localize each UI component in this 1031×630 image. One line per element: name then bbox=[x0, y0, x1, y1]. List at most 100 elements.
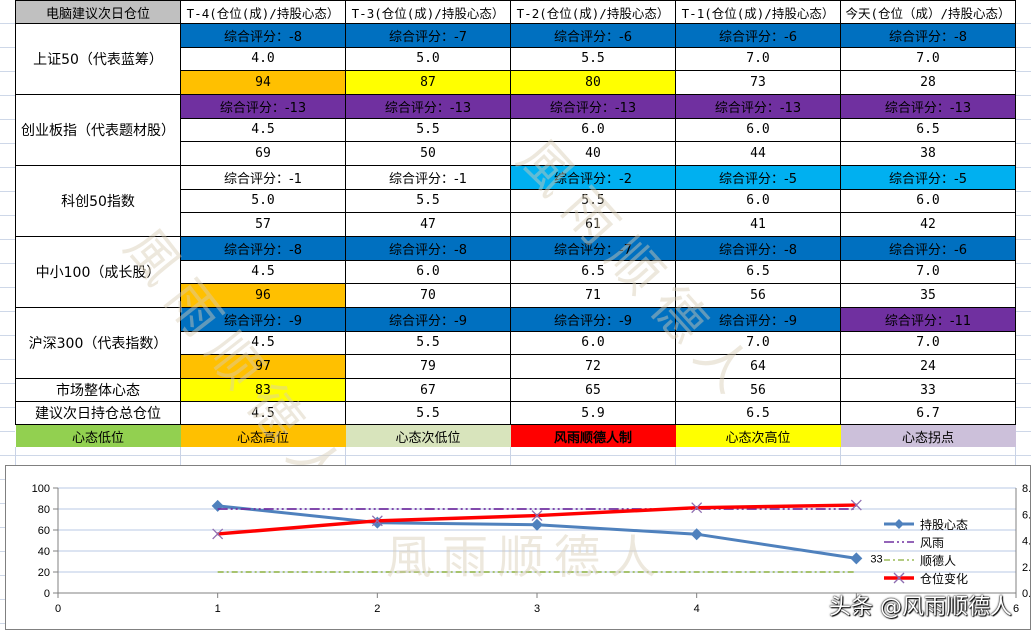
column-header[interactable]: T-4(仓位(成)/持股心态） bbox=[180, 0, 346, 24]
composite-score-cell[interactable]: 综合评分：-8 bbox=[675, 236, 841, 261]
market-sentiment-cell[interactable]: 83 bbox=[180, 378, 346, 402]
composite-score-cell[interactable]: 综合评分：-9 bbox=[510, 307, 676, 332]
total-position-cell[interactable]: 5.9 bbox=[510, 401, 676, 425]
composite-score-cell[interactable]: 综合评分：-5 bbox=[840, 165, 1016, 190]
position-cell[interactable]: 5.5 bbox=[510, 188, 676, 214]
position-cell[interactable]: 5.5 bbox=[510, 46, 676, 72]
composite-score-cell[interactable]: 综合评分：-1 bbox=[180, 165, 346, 190]
data-point[interactable] bbox=[850, 499, 862, 511]
sentiment-cell[interactable]: 64 bbox=[675, 354, 841, 379]
position-cell[interactable]: 4.0 bbox=[180, 46, 346, 72]
column-header[interactable]: T-1(仓位(成)/持股心态） bbox=[675, 0, 841, 24]
market-sentiment-cell[interactable]: 65 bbox=[510, 378, 676, 402]
sentiment-cell[interactable]: 94 bbox=[180, 70, 346, 95]
sentiment-cell[interactable]: 97 bbox=[180, 354, 346, 379]
sentiment-cell[interactable]: 73 bbox=[675, 70, 841, 95]
data-point[interactable] bbox=[531, 518, 543, 531]
composite-score-cell[interactable]: 综合评分：-13 bbox=[180, 94, 346, 119]
composite-score-cell[interactable]: 综合评分：-8 bbox=[180, 236, 346, 261]
composite-score-cell[interactable]: 综合评分：-13 bbox=[345, 94, 511, 119]
position-cell[interactable]: 6.5 bbox=[840, 117, 1016, 143]
position-cell[interactable]: 4.5 bbox=[180, 117, 346, 143]
composite-score-cell[interactable]: 综合评分：-9 bbox=[180, 307, 346, 332]
data-point[interactable] bbox=[212, 528, 224, 540]
composite-score-cell[interactable]: 综合评分：-2 bbox=[510, 165, 676, 190]
position-cell[interactable]: 4.5 bbox=[180, 259, 346, 285]
position-cell[interactable]: 7.0 bbox=[675, 46, 841, 72]
data-point[interactable] bbox=[211, 499, 224, 512]
sentiment-cell[interactable]: 38 bbox=[840, 141, 1016, 166]
position-cell[interactable]: 6.5 bbox=[675, 259, 841, 285]
sentiment-cell[interactable]: 87 bbox=[345, 70, 511, 95]
position-cell[interactable]: 6.0 bbox=[345, 259, 511, 285]
position-cell[interactable]: 7.0 bbox=[675, 330, 841, 356]
column-header[interactable]: T-2(仓位(成)/持股心态） bbox=[510, 0, 676, 24]
position-cell[interactable]: 6.0 bbox=[675, 117, 841, 143]
data-point[interactable] bbox=[371, 515, 383, 527]
sentiment-cell[interactable]: 72 bbox=[510, 354, 676, 379]
composite-score-cell[interactable]: 综合评分：-5 bbox=[675, 165, 841, 190]
position-cell[interactable]: 6.0 bbox=[510, 330, 676, 356]
sentiment-cell[interactable]: 96 bbox=[180, 283, 346, 308]
composite-score-cell[interactable]: 综合评分：-8 bbox=[345, 236, 511, 261]
market-sentiment-cell[interactable]: 33 bbox=[840, 378, 1016, 402]
composite-score-cell[interactable]: 综合评分：-9 bbox=[345, 307, 511, 332]
total-position-cell[interactable]: 4.5 bbox=[180, 401, 346, 425]
position-cell[interactable]: 6.0 bbox=[840, 188, 1016, 214]
sentiment-cell[interactable]: 80 bbox=[510, 70, 676, 95]
sentiment-cell[interactable]: 57 bbox=[180, 212, 346, 237]
position-cell[interactable]: 4.5 bbox=[180, 330, 346, 356]
composite-score-cell[interactable]: 综合评分：-6 bbox=[840, 236, 1016, 261]
position-cell[interactable]: 6.5 bbox=[510, 259, 676, 285]
sentiment-cell[interactable]: 61 bbox=[510, 212, 676, 237]
data-point[interactable] bbox=[531, 510, 543, 522]
sentiment-cell[interactable]: 40 bbox=[510, 141, 676, 166]
composite-score-cell[interactable]: 综合评分：-13 bbox=[510, 94, 676, 119]
position-cell[interactable]: 7.0 bbox=[840, 330, 1016, 356]
composite-score-cell[interactable]: 综合评分：-9 bbox=[675, 307, 841, 332]
sentiment-cell[interactable]: 24 bbox=[840, 354, 1016, 379]
sentiment-cell[interactable]: 70 bbox=[345, 283, 511, 308]
sentiment-cell[interactable]: 47 bbox=[345, 212, 511, 237]
data-point[interactable] bbox=[850, 552, 863, 565]
sentiment-cell[interactable]: 28 bbox=[840, 70, 1016, 95]
position-cell[interactable]: 7.0 bbox=[840, 46, 1016, 72]
composite-score-cell[interactable]: 综合评分：-8 bbox=[180, 23, 346, 48]
market-sentiment-cell[interactable]: 56 bbox=[675, 378, 841, 402]
sentiment-cell[interactable]: 44 bbox=[675, 141, 841, 166]
sentiment-cell[interactable]: 42 bbox=[840, 212, 1016, 237]
total-position-cell[interactable]: 5.5 bbox=[345, 401, 511, 425]
composite-score-cell[interactable]: 综合评分：-7 bbox=[510, 236, 676, 261]
sentiment-cell[interactable]: 35 bbox=[840, 283, 1016, 308]
composite-score-cell[interactable]: 综合评分：-1 bbox=[345, 165, 511, 190]
total-position-cell[interactable]: 6.7 bbox=[840, 401, 1016, 425]
sentiment-cell[interactable]: 50 bbox=[345, 141, 511, 166]
market-sentiment-cell[interactable]: 67 bbox=[345, 378, 511, 402]
sentiment-line-chart[interactable]: 0 20 40 60 80 100 0. 2. 4. 6. 8. 0 1 2 3 4 5 6 33 持股心态风雨顺德人… bbox=[5, 465, 1031, 630]
column-header[interactable]: T-3(仓位(成)/持股心态） bbox=[345, 0, 511, 24]
sentiment-cell[interactable]: 79 bbox=[345, 354, 511, 379]
position-cell[interactable]: 6.0 bbox=[675, 188, 841, 214]
composite-score-cell[interactable]: 综合评分：-6 bbox=[510, 23, 676, 48]
sentiment-cell[interactable]: 41 bbox=[675, 212, 841, 237]
position-cell[interactable]: 5.5 bbox=[345, 188, 511, 214]
sentiment-cell[interactable]: 56 bbox=[675, 283, 841, 308]
series-line-0[interactable] bbox=[217, 504, 857, 560]
position-cell[interactable]: 5.0 bbox=[180, 188, 346, 214]
position-cell[interactable]: 6.0 bbox=[510, 117, 676, 143]
position-cell[interactable]: 5.5 bbox=[345, 117, 511, 143]
composite-score-cell[interactable]: 综合评分：-11 bbox=[840, 307, 1016, 332]
composite-score-cell[interactable]: 综合评分：-6 bbox=[675, 23, 841, 48]
composite-score-cell[interactable]: 综合评分：-13 bbox=[840, 94, 1016, 119]
composite-score-cell[interactable]: 综合评分：-13 bbox=[675, 94, 841, 119]
data-point[interactable] bbox=[691, 502, 703, 514]
column-header[interactable]: 今天(仓位（成）/持股心态） bbox=[840, 0, 1016, 24]
composite-score-cell[interactable]: 综合评分：-7 bbox=[345, 23, 511, 48]
position-cell[interactable]: 7.0 bbox=[840, 259, 1016, 285]
sentiment-cell[interactable]: 71 bbox=[510, 283, 676, 308]
position-cell[interactable]: 5.5 bbox=[345, 330, 511, 356]
data-point[interactable] bbox=[690, 528, 703, 541]
sentiment-cell[interactable]: 69 bbox=[180, 141, 346, 166]
position-cell[interactable]: 5.0 bbox=[345, 46, 511, 72]
total-position-cell[interactable]: 6.5 bbox=[675, 401, 841, 425]
